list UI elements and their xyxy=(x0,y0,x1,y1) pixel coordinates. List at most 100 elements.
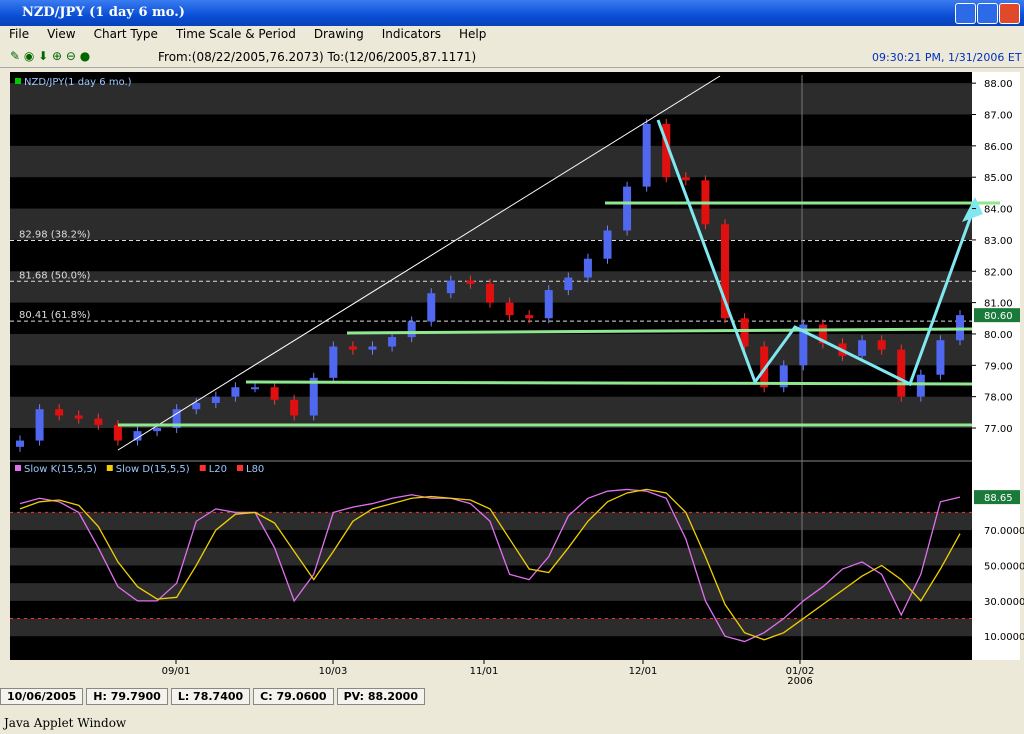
candle xyxy=(662,123,671,178)
candle xyxy=(329,346,338,378)
y-tick-label: 81.00 xyxy=(984,299,1013,310)
candle xyxy=(623,186,632,231)
candle xyxy=(94,418,103,425)
candle xyxy=(583,258,592,278)
support-line xyxy=(245,380,973,386)
candle xyxy=(348,346,357,350)
x-tick-label: 12/01 xyxy=(629,666,658,677)
stoch-line xyxy=(19,488,961,643)
menu-item[interactable]: View xyxy=(47,27,76,41)
candle xyxy=(642,123,651,187)
legend: L20 xyxy=(209,464,227,475)
y-tick-label: 87.00 xyxy=(984,111,1013,122)
close[interactable] xyxy=(999,3,1020,24)
y-tick-label: 77.00 xyxy=(984,424,1013,435)
last-value: 80.60 xyxy=(984,311,1013,322)
band xyxy=(10,396,972,429)
legend-swatch xyxy=(106,465,113,471)
toolbar: ✎ ◉ ⬇ ⊕ ⊖ ● From:(08/22/2005,76.2073) To… xyxy=(0,47,1024,68)
footer: Java Applet Window xyxy=(4,716,127,730)
legend-swatch xyxy=(199,465,206,471)
band xyxy=(10,512,972,531)
x-tick-label: 11/01 xyxy=(470,666,499,677)
last-value: 88.65 xyxy=(984,493,1013,504)
y-tick-label: 80.00 xyxy=(984,330,1013,341)
candle xyxy=(603,230,612,259)
candle xyxy=(858,340,867,356)
legend: L80 xyxy=(246,464,264,475)
y-tick-label: 10.0000 xyxy=(984,632,1024,643)
candle xyxy=(290,399,299,416)
candle xyxy=(192,402,201,410)
candle xyxy=(35,409,44,441)
legend: Slow K(15,5,5) xyxy=(24,464,97,475)
x-year-label: 2006 xyxy=(787,676,812,687)
y-tick-label: 86.00 xyxy=(984,142,1013,153)
annotations xyxy=(117,75,1000,451)
status-field: C: 79.0600 xyxy=(253,688,334,705)
legend: NZD/JPY(1 day 6 mo.) xyxy=(24,77,132,88)
candle xyxy=(446,280,455,294)
candle xyxy=(936,340,945,375)
candle xyxy=(564,277,573,291)
chart: 88.00 87.00 86.00 85.00 84.00 83.00 82.00 81.00… xyxy=(10,72,1024,688)
status-field: H: 79.7900 xyxy=(86,688,168,705)
clock: 09:30:21 PM, 1/31/2006 ET xyxy=(872,51,1022,64)
candle xyxy=(407,321,416,338)
band xyxy=(10,83,972,115)
status-field: 10/06/2005 xyxy=(0,688,84,705)
range-text: From:(08/22/2005,76.2073) To:(12/06/2005… xyxy=(158,50,477,64)
candle xyxy=(799,324,808,366)
candle xyxy=(897,349,906,397)
candle xyxy=(172,409,181,429)
band xyxy=(10,618,972,637)
candle xyxy=(211,396,220,403)
status-bar: 10/06/2005 H: 79.7900 L: 78.7400 C: 79.0600… xyxy=(0,688,1024,708)
candle xyxy=(74,415,83,419)
candle xyxy=(544,290,553,319)
candle xyxy=(525,315,534,319)
minimize[interactable] xyxy=(955,3,976,24)
candle xyxy=(388,337,397,347)
candle xyxy=(55,409,64,416)
fib-label: 81.68 (50.0%) xyxy=(19,270,90,281)
candle xyxy=(877,340,886,350)
maximize[interactable] xyxy=(977,3,998,24)
legend-swatch xyxy=(15,465,21,471)
y-tick-label: 85.00 xyxy=(984,173,1013,184)
title-bar: NZD/JPY (1 day 6 mo.) xyxy=(0,0,1024,26)
x-tick-label: 10/03 xyxy=(319,666,348,677)
candle xyxy=(113,424,122,441)
candle xyxy=(916,374,925,397)
tool-icons[interactable]: ✎ ◉ ⬇ ⊕ ⊖ ● xyxy=(10,49,91,63)
legend-swatch xyxy=(15,78,21,84)
candle xyxy=(486,283,494,303)
candle xyxy=(740,318,749,347)
window-title: NZD/JPY (1 day 6 mo.) xyxy=(22,5,185,20)
fib-label: 80.41 (61.8%) xyxy=(19,310,90,321)
x-tick-label: 01/02 xyxy=(786,666,815,677)
support-line xyxy=(346,327,973,335)
menu-item[interactable]: Time Scale & Period xyxy=(175,27,296,41)
fib-label: 82.98 (38.2%) xyxy=(19,230,90,241)
menu-item[interactable]: Drawing xyxy=(313,27,364,41)
menu-item[interactable]: Help xyxy=(459,27,487,41)
candle xyxy=(818,324,827,344)
menu-item[interactable]: Indicators xyxy=(381,27,441,41)
candle xyxy=(427,293,436,322)
menu-item[interactable]: File xyxy=(9,27,30,41)
band xyxy=(10,547,972,566)
candle xyxy=(270,387,279,400)
candle xyxy=(368,346,377,350)
band xyxy=(10,208,972,240)
candle xyxy=(505,302,514,316)
y-tick-label: 82.00 xyxy=(984,267,1013,278)
stoch-line xyxy=(19,488,961,641)
menu-item[interactable]: Chart Type xyxy=(93,27,158,41)
y-tick-label: 83.00 xyxy=(984,236,1013,247)
candle xyxy=(681,177,690,181)
candle xyxy=(153,428,162,432)
band xyxy=(10,333,972,366)
y-tick-label: 70.0000 xyxy=(984,526,1024,537)
